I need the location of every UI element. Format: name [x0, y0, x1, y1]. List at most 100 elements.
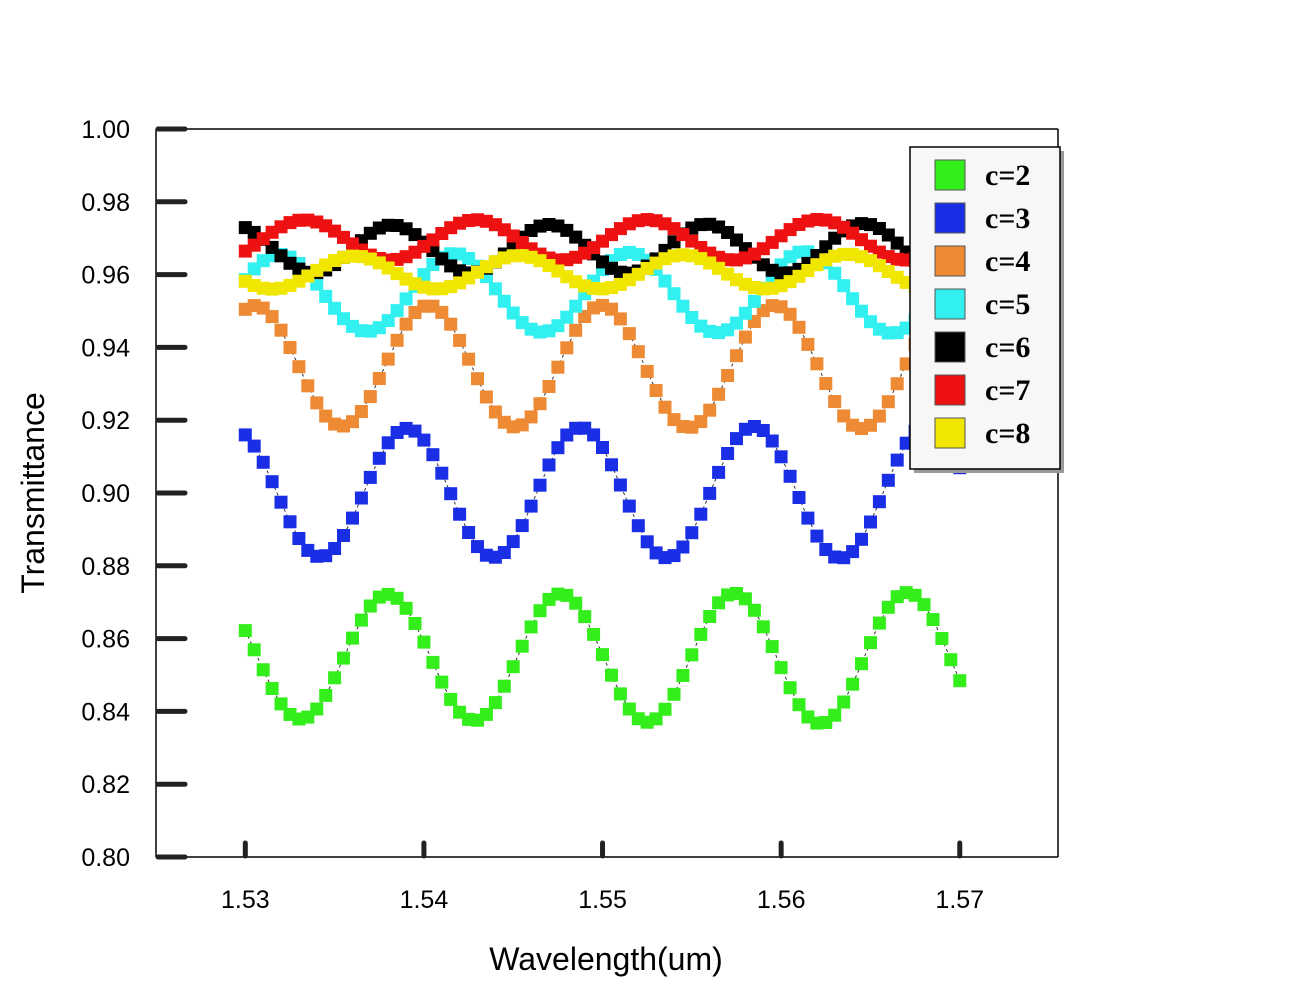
data-point	[515, 519, 529, 533]
x-tick-label: 1.56	[757, 886, 806, 914]
data-point	[256, 663, 270, 677]
data-point	[730, 349, 743, 363]
data-point	[435, 466, 449, 480]
data-point	[828, 395, 842, 408]
data-point	[346, 631, 359, 645]
data-point	[435, 675, 449, 689]
data-point	[872, 409, 886, 423]
data-point	[569, 299, 583, 313]
legend-swatch	[934, 245, 966, 277]
data-point	[864, 636, 877, 650]
data-point	[712, 387, 726, 401]
data-point	[738, 306, 752, 320]
data-point	[569, 596, 583, 610]
data-point	[756, 424, 770, 437]
legend-label: c=6	[985, 331, 1030, 364]
data-point	[524, 620, 538, 634]
data-point	[328, 671, 342, 685]
data-point	[372, 372, 386, 385]
data-point	[488, 405, 502, 419]
data-point	[747, 294, 761, 308]
data-point	[694, 415, 708, 429]
data-point	[292, 360, 306, 374]
data-point	[471, 372, 484, 386]
legend-label: c=8	[985, 417, 1030, 450]
data-point	[354, 405, 368, 418]
data-point	[712, 465, 726, 479]
data-point	[247, 439, 261, 453]
data-point	[426, 655, 440, 669]
data-point	[613, 687, 627, 701]
data-point	[479, 707, 493, 721]
data-point	[417, 433, 431, 447]
data-point	[399, 317, 413, 331]
series-c-2	[238, 586, 967, 730]
data-point	[881, 395, 895, 409]
data-point	[479, 390, 493, 404]
data-point	[765, 640, 779, 654]
data-point	[872, 495, 886, 509]
data-point	[658, 400, 672, 414]
data-point	[801, 511, 815, 525]
data-point	[506, 535, 520, 549]
legend-label: c=3	[985, 202, 1030, 235]
data-point	[774, 450, 788, 464]
data-point	[676, 299, 690, 313]
data-point	[274, 495, 288, 509]
y-tick-label: 0.80	[81, 844, 130, 872]
data-point	[551, 360, 565, 374]
legend-swatch	[934, 202, 966, 234]
data-point	[703, 486, 717, 500]
data-point	[846, 545, 860, 559]
data-point	[837, 279, 851, 293]
data-point	[810, 357, 824, 371]
data-point	[533, 478, 547, 492]
data-point	[265, 475, 279, 489]
y-tick-label: 0.98	[81, 189, 130, 217]
y-tick-label: 0.88	[81, 553, 130, 581]
x-tick-label: 1.57	[935, 886, 984, 914]
legend-swatch	[934, 331, 966, 363]
data-point	[560, 310, 574, 324]
data-point	[578, 610, 592, 624]
y-axis-ticks: 0.80 0.82 0.84 0.86 0.88 0.90 0.92 0.94 0.96 0.98…	[81, 116, 188, 872]
data-point	[676, 540, 690, 554]
data-point	[319, 688, 333, 702]
data-point	[337, 529, 350, 542]
data-point	[381, 352, 395, 366]
data-point	[881, 473, 895, 487]
data-point	[462, 352, 476, 366]
data-point	[542, 458, 556, 472]
data-point	[551, 441, 565, 455]
data-point	[453, 507, 467, 521]
data-point	[569, 323, 583, 337]
data-point	[363, 470, 377, 484]
data-point	[292, 532, 306, 545]
data-point	[622, 327, 636, 341]
data-point	[301, 379, 315, 393]
legend: c=2 c=3 c=4 c=5 c=6 c=7 c=8	[909, 146, 1064, 473]
data-point	[247, 643, 261, 657]
data-point	[363, 390, 377, 404]
data-point	[605, 458, 618, 472]
data-point	[667, 287, 681, 301]
data-point	[444, 317, 458, 331]
data-point	[846, 677, 860, 691]
data-point	[855, 657, 868, 671]
data-point	[721, 369, 735, 382]
data-point	[506, 660, 520, 674]
data-point	[730, 316, 743, 330]
data-point	[354, 491, 368, 505]
data-point	[435, 305, 449, 319]
data-point	[524, 410, 538, 424]
y-tick-label: 0.92	[81, 407, 130, 435]
y-tick-label: 1.00	[81, 116, 130, 144]
data-point	[631, 519, 645, 533]
data-point	[381, 314, 395, 328]
data-point	[399, 292, 413, 306]
y-tick-label: 0.84	[81, 698, 130, 726]
data-point	[649, 384, 663, 397]
y-tick-label: 0.86	[81, 626, 130, 654]
data-point	[346, 415, 359, 429]
data-point	[640, 535, 654, 549]
